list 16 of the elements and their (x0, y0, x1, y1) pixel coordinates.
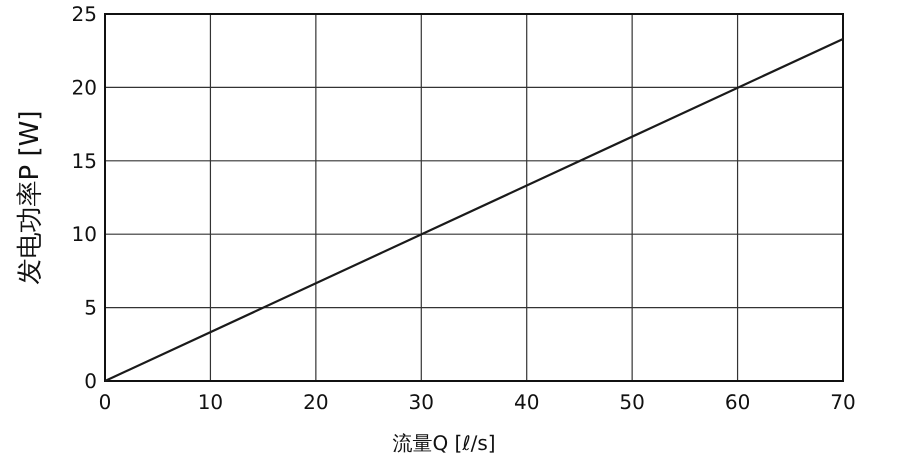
y-tick-label: 0 (84, 369, 97, 393)
x-tick-label: 50 (619, 390, 645, 414)
y-tick-label: 5 (84, 296, 97, 320)
x-tick-label: 0 (98, 390, 112, 414)
x-tick-label: 10 (198, 390, 224, 414)
x-tick-label: 30 (408, 390, 434, 414)
y-tick-label: 10 (72, 222, 97, 246)
x-tick-label: 40 (514, 390, 540, 414)
x-axis-title: 流量Q [ℓ/s] (392, 431, 496, 455)
x-tick-label: 60 (724, 390, 750, 414)
y-tick-label: 20 (72, 75, 97, 100)
y-tick-label: 15 (72, 148, 97, 173)
y-axis-title: 发电功率P [W] (15, 110, 45, 284)
x-tick-label: 20 (303, 390, 329, 414)
y-tick-label: 25 (72, 2, 97, 26)
x-tick-label: 70 (830, 390, 856, 414)
